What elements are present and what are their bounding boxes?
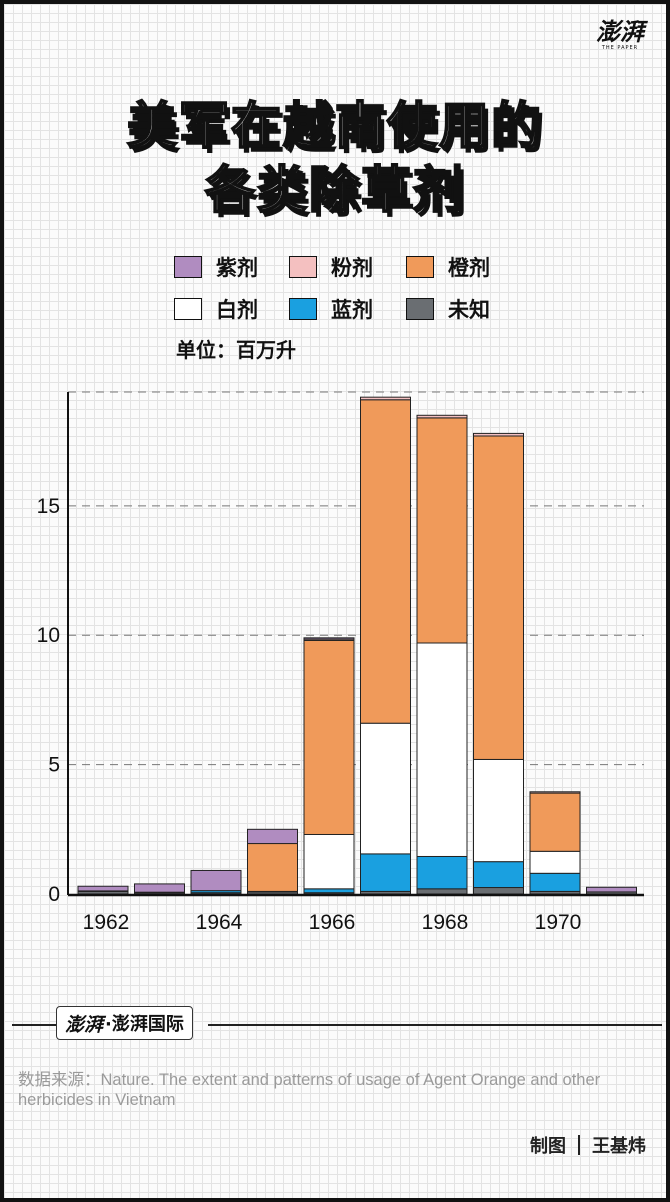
chart-title: 美军在越南使用的 各类除草剂 — [4, 94, 666, 222]
y-tick-label: 15 — [37, 495, 60, 518]
bar-segment — [303, 833, 355, 890]
bar-segment — [190, 869, 242, 892]
bar-segment — [416, 888, 468, 895]
legend-swatch-orange — [406, 256, 434, 278]
x-tick-label: 1968 — [422, 911, 469, 934]
credit-author: 王基炜 — [592, 1136, 646, 1157]
logo-cn: 澎湃 — [596, 17, 644, 46]
bar-segment — [134, 883, 185, 893]
bar-segment — [416, 414, 468, 419]
legend-label-purple: 紫剂 — [216, 256, 258, 280]
y-tick-label: 0 — [48, 883, 60, 906]
legend-item-orange: 橙剂 — [406, 252, 490, 282]
bar-segment — [247, 828, 298, 845]
footer-rule-right — [208, 1024, 662, 1026]
legend-swatch-pink — [289, 256, 317, 278]
x-tick-label: 1962 — [83, 911, 130, 934]
bar-segment — [360, 399, 411, 724]
bar-segment — [473, 887, 524, 895]
legend-swatch-unknown — [406, 298, 434, 320]
legend-item-pink: 粉剂 — [289, 252, 373, 282]
legend-item-blue: 蓝剂 — [289, 294, 373, 324]
legend-swatch-white — [174, 298, 202, 320]
bar-segment — [247, 843, 298, 892]
credit: 制图 王基炜 — [530, 1132, 646, 1158]
bar-segment — [473, 861, 524, 889]
legend-label-unknown: 未知 — [448, 298, 490, 322]
legend-swatch-purple — [174, 256, 202, 278]
bar-segment — [360, 853, 411, 892]
title-line-1: 美军在越南使用的 — [126, 96, 543, 156]
footer-rule-left — [12, 1024, 58, 1026]
bar-segment — [473, 432, 524, 437]
bar-segment — [529, 791, 581, 794]
legend-label-blue: 蓝剂 — [331, 298, 373, 322]
legend-item-white: 白剂 — [174, 294, 258, 324]
bar-segment — [303, 639, 355, 835]
bar-segment — [473, 435, 524, 760]
data-source: 数据来源：Nature. The extent and patterns of … — [18, 1071, 601, 1109]
title-line-2: 各类除草剂 — [204, 160, 465, 220]
bar-segment — [303, 888, 355, 894]
x-tick-label: 1966 — [309, 911, 356, 934]
brand-logo: 澎湃 — [65, 1013, 104, 1036]
legend-label-orange: 橙剂 — [448, 256, 490, 280]
x-tick-label: 1970 — [535, 911, 582, 934]
legend-swatch-blue — [289, 298, 317, 320]
legend-label-white: 白剂 — [216, 298, 258, 322]
bar-segment — [416, 417, 468, 644]
brand-badge: 澎湃 ·澎湃国际 — [56, 1006, 193, 1040]
bar-segment — [586, 886, 637, 893]
credit-label: 制图 — [530, 1136, 566, 1157]
bar-segment — [473, 758, 524, 863]
stacked-bar-chart: 0 5 10 15 1962 1964 1966 1968 1970 — [37, 391, 644, 934]
bar-segment — [529, 792, 581, 852]
legend-item-unknown: 未知 — [406, 294, 490, 324]
bar-segment — [416, 855, 468, 890]
bar-segment — [360, 396, 411, 401]
x-tick-label: 1964 — [196, 911, 243, 934]
legend-label-pink: 粉剂 — [331, 256, 373, 280]
bar-segment — [303, 637, 355, 640]
y-tick-label: 10 — [37, 624, 60, 647]
brand-text: ·澎湃国际 — [105, 1014, 184, 1035]
bar-segment — [529, 850, 581, 874]
bar-segment — [360, 722, 411, 855]
legend-item-purple: 紫剂 — [174, 252, 258, 282]
bar-segment — [77, 885, 129, 892]
credit-divider — [578, 1135, 580, 1155]
bar-segment — [416, 642, 468, 857]
logo-en: THE PAPER — [601, 45, 639, 51]
y-tick-label: 5 — [48, 754, 60, 777]
paper-logo: 澎湃 THE PAPER — [596, 20, 644, 51]
bar-segment — [529, 872, 581, 892]
unit-label: 单位：百万升 — [176, 338, 296, 362]
